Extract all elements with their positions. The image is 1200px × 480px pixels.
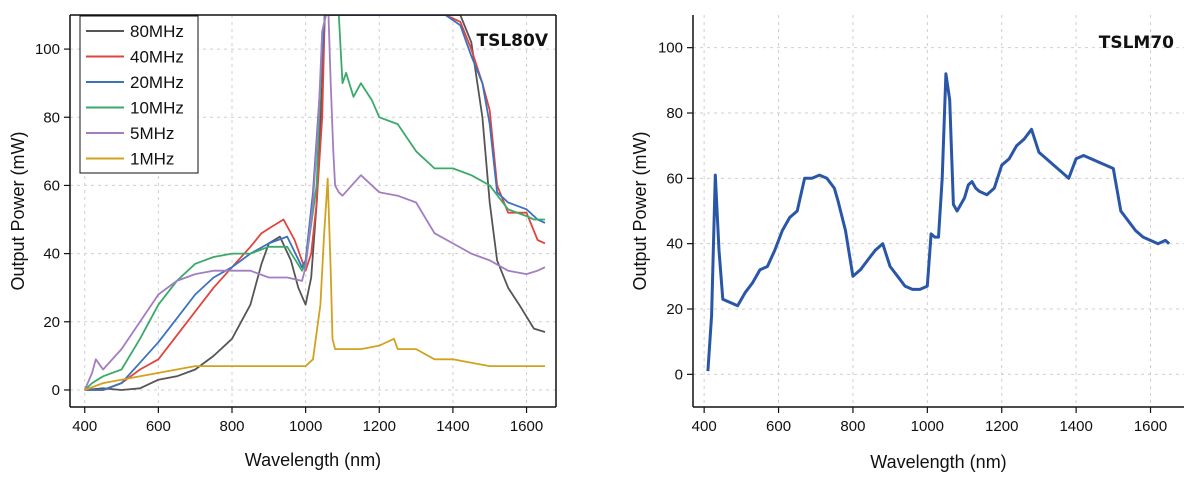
x-tick-label: 800 [219,418,244,435]
x-tick-label: 1400 [1059,418,1092,435]
legend-label-5mhz: 5MHz [130,124,174,143]
grid [693,15,1184,407]
y-tick-label: 80 [43,109,60,126]
x-tick-label: 800 [840,418,865,435]
legend-label-20mhz: 20MHz [130,73,184,92]
y-tick-label: 40 [43,246,60,263]
series-line-40mhz [84,15,546,391]
legend-box [79,15,199,174]
series-group [706,72,1171,372]
legend-label-80mhz: 80MHz [130,22,184,41]
y-axis-label: Output Power (mW) [630,131,650,290]
y-tick-label: 60 [666,170,683,187]
x-axis-label: Wavelength (nm) [870,452,1006,472]
x-tick-label: 1600 [510,418,543,435]
chart-panel-2: 400 600 800 1000 1200 1400 1600 0 20 40 60 80 100 Wav… [630,15,1184,472]
y-tick-label: 60 [43,177,60,194]
y-tick-label: 40 [666,236,683,253]
x-tick-label: 1400 [436,418,469,435]
y-tick-label: 20 [43,314,60,331]
series-line-output-power [706,72,1171,372]
legend: 80MHz 40MHz 20MHz 10MHz 5MHz 1MHz [79,15,199,174]
series-group [83,15,546,391]
chart-title: TSLM70 [1099,33,1174,53]
x-tick-label: 1000 [911,418,944,435]
series-line-1mhz [84,177,545,391]
x-tick-label: 1200 [985,418,1018,435]
legend-label-1mhz: 1MHz [130,150,174,169]
series-line-5mhz [83,15,546,391]
y-tick-label: 100 [658,40,683,57]
legend-label-40mhz: 40MHz [130,48,184,67]
legend-label-10mhz: 10MHz [130,99,184,118]
x-tick-label: 600 [146,418,171,435]
x-tick-label: 400 [692,418,717,435]
y-tick-label: 0 [675,366,683,383]
x-tick-label: 600 [766,418,791,435]
y-tick-label: 0 [52,382,60,399]
x-tick-label: 1600 [1134,418,1167,435]
y-tick-label: 20 [666,301,683,318]
x-tick-label: 1000 [289,418,322,435]
x-axis-label: Wavelength (nm) [245,450,381,470]
x-tick-label: 400 [72,418,97,435]
chart-title: TSL80V [477,31,549,51]
y-tick-label: 100 [35,41,60,58]
x-tick-label: 1200 [363,418,396,435]
y-tick-label: 80 [666,105,683,122]
series-line-80mhz [84,15,546,391]
y-axis-label: Output Power (mW) [8,131,28,290]
chart-panel-1: 400 600 800 1000 1200 1400 1600 0 20 40 60 80 100 Wav… [8,14,557,470]
